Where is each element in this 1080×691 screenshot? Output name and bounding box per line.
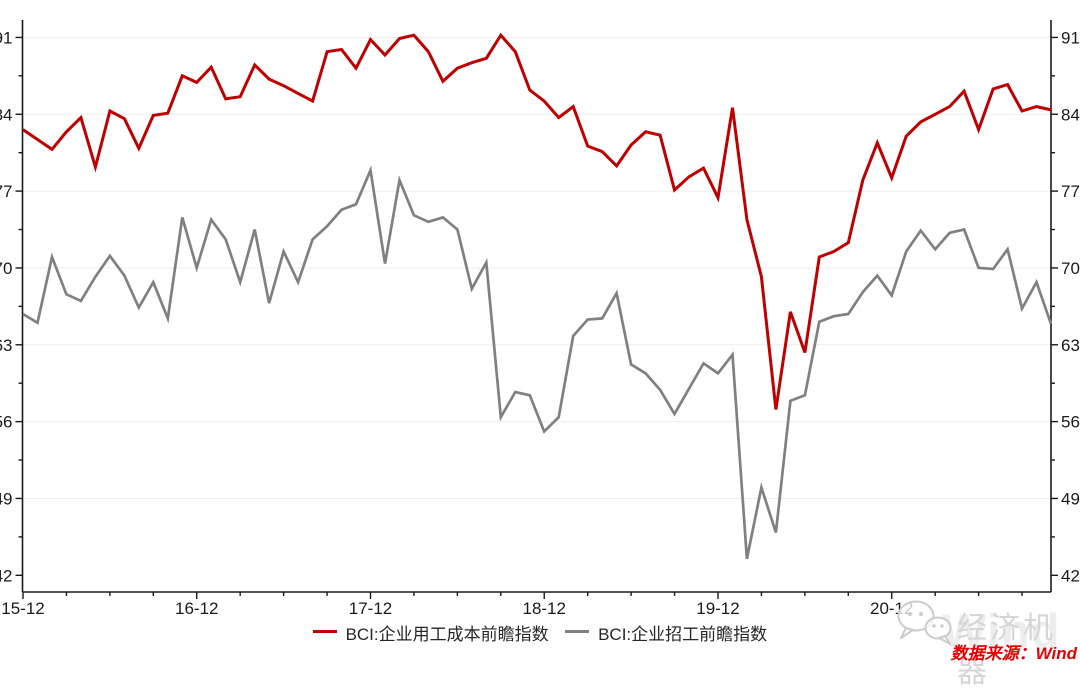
legend-marker-gray-line xyxy=(565,630,590,633)
x-label-17-12: 17-12 xyxy=(349,599,392,618)
x-label-18-12: 18-12 xyxy=(522,599,565,618)
x-ticks xyxy=(22,592,1023,599)
legend-label-labor-cost-index: BCI:企业用工成本前瞻指数 xyxy=(345,625,549,644)
y-label-right-77: 77 xyxy=(1061,182,1080,201)
series-labor-cost-line xyxy=(22,32,1052,410)
wechat-icon-eye-left xyxy=(907,611,913,617)
x-label-15-12: 15-12 xyxy=(1,599,44,618)
x-tick-labels: 15-12 16-12 17-12 18-12 19-12 20-12 xyxy=(1,599,913,618)
legend-item-recruitment-index: BCI:企业招工前瞻指数 xyxy=(565,620,767,645)
x-label-16-12: 16-12 xyxy=(175,599,218,618)
wind-watermark-text: Wind xyxy=(942,604,1061,657)
legend-item-labor-cost-index: BCI:企业用工成本前瞻指数 xyxy=(312,620,549,645)
y-label-right-84: 84 xyxy=(1061,105,1080,124)
y-label-left-91: 91 xyxy=(0,28,13,47)
y-ticks xyxy=(15,36,1058,576)
bci-line-chart: 42 42 49 49 56 56 63 63 70 70 77 77 84 84 91 91 15-12 16-… xyxy=(0,20,1080,618)
gridlines xyxy=(22,36,1051,499)
y-label-left-42: 42 xyxy=(0,566,13,585)
y-label-left-56: 56 xyxy=(0,413,13,432)
y-label-left-84: 84 xyxy=(0,105,13,124)
y-label-right-91: 91 xyxy=(1061,28,1080,47)
axes xyxy=(21,20,1052,593)
y-label-right-49: 49 xyxy=(1061,489,1080,508)
chart-legend: BCI:企业用工成本前瞻指数 BCI:企业招工前瞻指数 xyxy=(0,620,1080,645)
y-label-right-63: 63 xyxy=(1061,336,1080,355)
y-label-right-56: 56 xyxy=(1061,413,1080,432)
legend-marker-red-line xyxy=(312,630,337,633)
series-recruitment-line xyxy=(22,165,1053,560)
chart-canvas: 42 42 49 49 56 56 63 63 70 70 77 77 84 84 91 91 15-12 16-… xyxy=(0,20,1080,689)
y-label-left-77: 77 xyxy=(0,182,13,201)
y-label-left-49: 49 xyxy=(0,489,13,508)
legend-label-recruitment-index: BCI:企业招工前瞻指数 xyxy=(598,625,768,644)
y-label-right-42: 42 xyxy=(1061,566,1080,585)
data-source-note: 数据来源：Wind xyxy=(950,644,1077,663)
wechat-icon-small-eye-left xyxy=(932,624,936,628)
x-label-19-12: 19-12 xyxy=(696,599,739,618)
y-tick-labels: 42 42 49 49 56 56 63 63 70 70 77 77 84 84 91 91 xyxy=(0,28,1080,585)
y-label-left-63: 63 xyxy=(0,336,13,355)
y-label-right-70: 70 xyxy=(1061,259,1080,278)
wechat-icon xyxy=(897,600,952,645)
wechat-icon-small-eye-right xyxy=(940,624,944,628)
y-label-left-70: 70 xyxy=(0,259,13,278)
wechat-icon-eye-right xyxy=(918,611,924,617)
